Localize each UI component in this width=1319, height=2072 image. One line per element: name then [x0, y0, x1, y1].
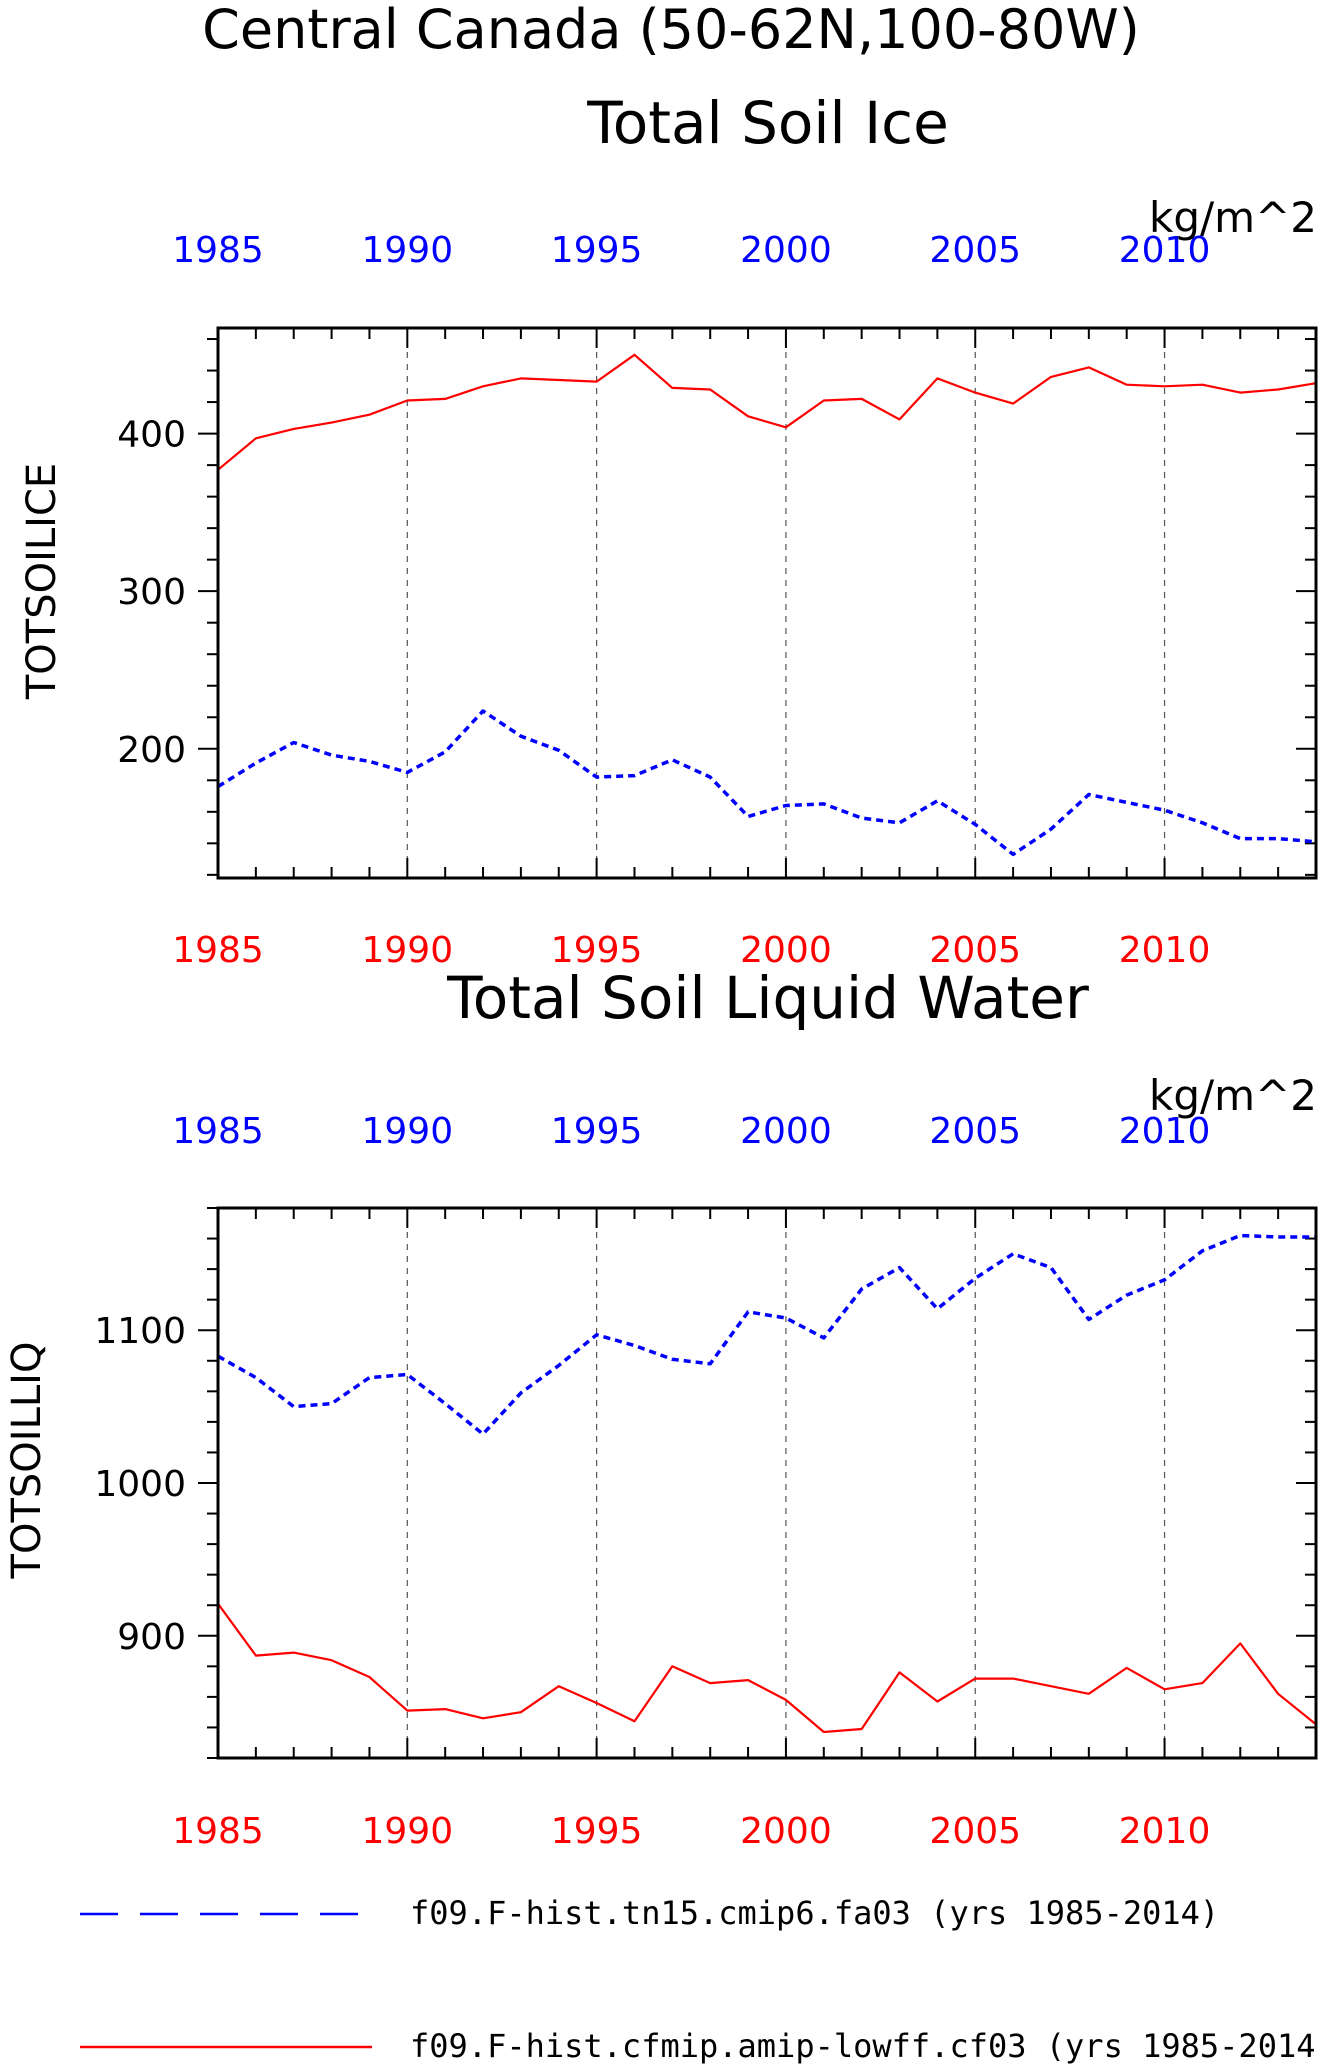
units-label: kg/m^2	[1149, 193, 1317, 242]
x-tick-label-bottom: 2000	[740, 1811, 832, 1852]
x-tick-label-top: 2000	[740, 230, 832, 271]
panel-title: Total Soil Liquid Water	[446, 964, 1089, 1032]
series-line-red-solid	[217, 353, 1317, 471]
y-tick-label: 1000	[94, 1464, 186, 1505]
y-tick-label: 1100	[94, 1311, 186, 1352]
x-tick-label-top: 2010	[1119, 230, 1211, 271]
x-tick-label-bottom: 1990	[361, 1811, 453, 1852]
panel-total-soil-ice: Total Soil Ice kg/m^2 TOTSOILICE 200 300 4…	[19, 89, 1318, 971]
x-tick-label-top: 1985	[172, 1111, 264, 1152]
y-tick-label: 900	[117, 1617, 186, 1658]
x-tick-label-bottom: 1985	[172, 930, 264, 971]
y-axis-label: TOTSOILLIQ	[4, 1342, 50, 1580]
x-tick-label-top: 2000	[740, 1111, 832, 1152]
x-tick-label-top: 1995	[551, 1111, 643, 1152]
x-tick-label-bottom: 2000	[740, 930, 832, 971]
y-tick-label: 400	[117, 415, 186, 456]
legend: f09.F-hist.tn15.cmip6.fa03 (yrs 1985-201…	[80, 1894, 1319, 2065]
plot-area: 900 1000 1100 1985 1985 1990 1990 1995 1995 2000 2…	[94, 1111, 1318, 1852]
y-tick-label: 300	[117, 572, 186, 613]
x-tick-label-bottom: 1995	[551, 930, 643, 971]
x-tick-label-bottom: 2005	[929, 930, 1021, 971]
x-tick-label-top: 1985	[172, 230, 264, 271]
series-line-blue-dashed	[217, 1233, 1316, 1436]
x-tick-label-top: 2005	[929, 230, 1021, 271]
figure-title: Central Canada (50-62N,100-80W)	[202, 0, 1140, 61]
x-tick-label-top: 1990	[361, 1111, 453, 1152]
y-tick-label: 200	[117, 730, 186, 771]
x-tick-label-bottom: 1985	[172, 1811, 264, 1852]
legend-label-blue: f09.F-hist.tn15.cmip6.fa03 (yrs 1985-201…	[410, 1894, 1219, 1932]
x-tick-label-bottom: 2005	[929, 1811, 1021, 1852]
plot-area: 200 300 400 1985 1985 1990 1990 1995 1995 2000 200…	[117, 230, 1318, 971]
x-tick-label-bottom: 1990	[361, 930, 453, 971]
panel-title: Total Soil Ice	[586, 89, 949, 157]
x-tick-label-top: 1995	[551, 230, 643, 271]
series-line-blue-dashed	[217, 709, 1317, 857]
x-tick-label-top: 2010	[1119, 1111, 1211, 1152]
x-tick-label-bottom: 1995	[551, 1811, 643, 1852]
x-tick-label-top: 1990	[361, 230, 453, 271]
panel-total-soil-liquid-water: Total Soil Liquid Water kg/m^2 TOTSOILLI…	[4, 964, 1318, 1852]
x-tick-label-top: 2005	[929, 1111, 1021, 1152]
y-axis-label: TOTSOILICE	[19, 463, 65, 700]
x-tick-label-bottom: 2010	[1119, 1811, 1211, 1852]
series-line-red-solid	[217, 1603, 1317, 1734]
legend-label-red: f09.F-hist.cfmip.amip-lowff.cf03 (yrs 19…	[410, 2027, 1319, 2065]
plot-frame	[216, 1206, 1318, 1760]
plot-frame	[216, 326, 1318, 880]
x-tick-label-bottom: 2010	[1119, 930, 1211, 971]
units-label: kg/m^2	[1149, 1071, 1317, 1120]
